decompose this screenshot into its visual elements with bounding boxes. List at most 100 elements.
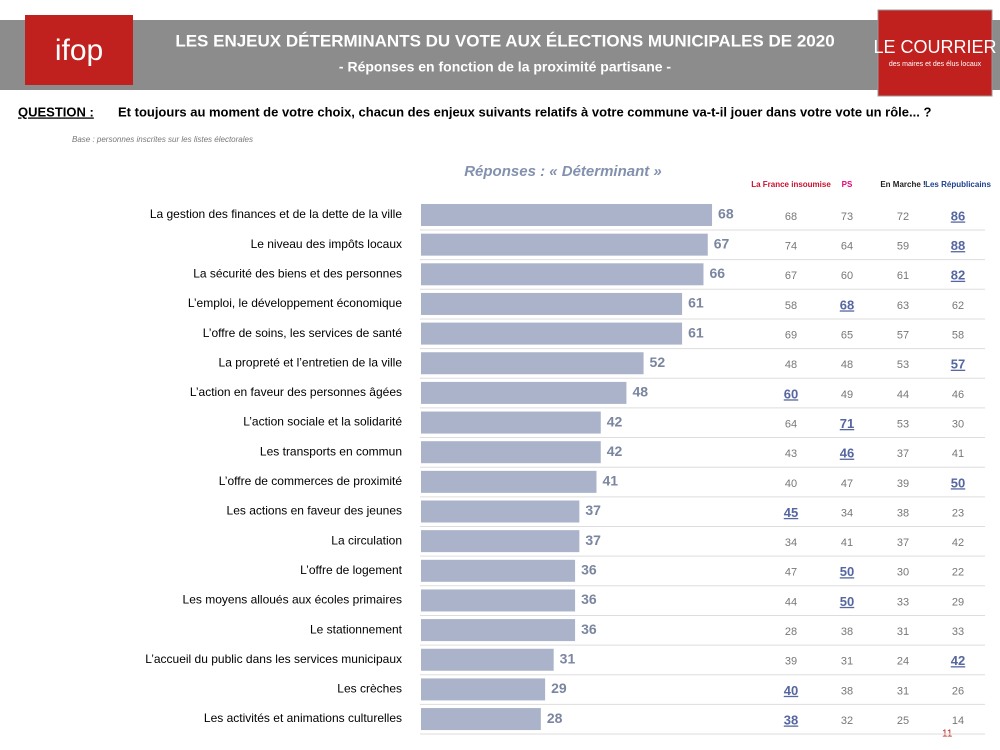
party-value: 31: [897, 626, 909, 638]
bar: [421, 648, 554, 671]
value-label: 48: [632, 384, 648, 400]
value-label: 37: [585, 502, 601, 518]
bar: [421, 470, 597, 493]
category-label: Les activités et animations culturelles: [204, 711, 402, 725]
bar: [421, 411, 601, 434]
party-value: 42: [951, 653, 965, 668]
party-value: 38: [897, 507, 909, 519]
party-value: 63: [897, 300, 909, 312]
party-value: 30: [952, 418, 964, 430]
party-value: 28: [785, 626, 797, 638]
value-label: 28: [547, 710, 563, 726]
party-value: 57: [951, 357, 965, 372]
party-value: 37: [897, 537, 909, 549]
party-value: 60: [784, 386, 798, 401]
party-value: 44: [785, 596, 797, 608]
value-label: 52: [650, 354, 666, 370]
party-value: 48: [841, 359, 853, 371]
party-value: 40: [784, 683, 798, 698]
party-value: 31: [841, 656, 853, 668]
bar: [421, 204, 713, 226]
party-value: 64: [785, 418, 797, 430]
value-label: 42: [607, 443, 623, 459]
category-label: L’accueil du public dans les services mu…: [145, 652, 402, 666]
party-value: 72: [897, 211, 909, 223]
party-value: 34: [841, 507, 853, 519]
category-label: L’offre de soins, les services de santé: [203, 326, 403, 340]
category-label: La sécurité des biens et des personnes: [193, 266, 402, 280]
party-value: 41: [841, 537, 853, 549]
party-value: 47: [785, 567, 797, 579]
party-value: 58: [952, 330, 964, 342]
legend-entry: PS: [842, 180, 853, 189]
party-value: 60: [841, 270, 853, 282]
value-label: 36: [581, 591, 597, 607]
party-value: 22: [952, 567, 964, 579]
party-value: 68: [785, 211, 797, 223]
party-value: 32: [841, 715, 853, 727]
party-value: 71: [840, 416, 854, 431]
value-label: 36: [581, 562, 597, 578]
bar: [421, 589, 576, 612]
party-value: 49: [841, 389, 853, 401]
bar: [421, 500, 580, 523]
party-value: 50: [951, 475, 965, 490]
value-label: 68: [718, 206, 734, 222]
party-value: 41: [952, 448, 964, 460]
party-value: 40: [785, 478, 797, 490]
party-value: 38: [841, 626, 853, 638]
bar: [421, 381, 627, 404]
partner-logo: [877, 9, 993, 97]
party-value: 67: [785, 270, 797, 282]
party-value: 82: [951, 268, 965, 283]
party-value: 30: [897, 567, 909, 579]
category-label: L’emploi, le développement économique: [188, 296, 402, 310]
party-value: 62: [952, 300, 964, 312]
category-label: Les moyens alloués aux écoles primaires: [183, 593, 402, 607]
party-value: 53: [897, 418, 909, 430]
category-label: L’offre de logement: [300, 563, 403, 577]
party-value: 68: [840, 297, 854, 312]
category-label: L’action en faveur des personnes âgées: [190, 385, 402, 399]
question-label: QUESTION :: [18, 104, 94, 119]
party-value: 57: [897, 330, 909, 342]
value-label: 41: [602, 473, 618, 489]
value-label: 42: [607, 413, 623, 429]
party-value: 69: [785, 330, 797, 342]
value-label: 61: [688, 324, 704, 340]
bar: [421, 559, 576, 582]
party-value: 39: [785, 656, 797, 668]
category-label: Le niveau des impôts locaux: [251, 237, 402, 251]
party-value: 74: [785, 241, 797, 253]
party-value: 37: [897, 448, 909, 460]
party-value: 31: [897, 685, 909, 697]
bar: [421, 352, 644, 375]
party-value: 47: [841, 478, 853, 490]
category-label: La circulation: [331, 533, 402, 547]
bar: [421, 263, 704, 286]
subtitle: - Réponses en fonction de la proximité p…: [339, 59, 672, 75]
bar: [421, 530, 580, 553]
value-label: 36: [581, 621, 597, 637]
party-value: 46: [840, 446, 854, 461]
bar: [421, 292, 683, 315]
party-value: 23: [952, 507, 964, 519]
base-note: Base : personnes inscrites sur les liste…: [72, 135, 253, 144]
bar: [421, 441, 601, 464]
party-value: 29: [952, 596, 964, 608]
title: LES ENJEUX DÉTERMINANTS DU VOTE AUX ÉLEC…: [175, 31, 834, 50]
bar: [421, 678, 546, 701]
party-value: 45: [784, 505, 798, 520]
value-label: 66: [709, 265, 725, 281]
values-title: Réponses : « Déterminant »: [464, 163, 662, 180]
party-value: 50: [840, 594, 854, 609]
party-value: 44: [897, 389, 909, 401]
header-band: [0, 20, 1000, 90]
partner: LE COURRIER: [873, 37, 996, 57]
party-value: 73: [841, 211, 853, 223]
party-value: 53: [897, 359, 909, 371]
party-value: 65: [841, 330, 853, 342]
bar: [421, 708, 541, 731]
category-label: La gestion des finances et de la dette d…: [150, 207, 402, 221]
brand-logo: [25, 15, 133, 85]
